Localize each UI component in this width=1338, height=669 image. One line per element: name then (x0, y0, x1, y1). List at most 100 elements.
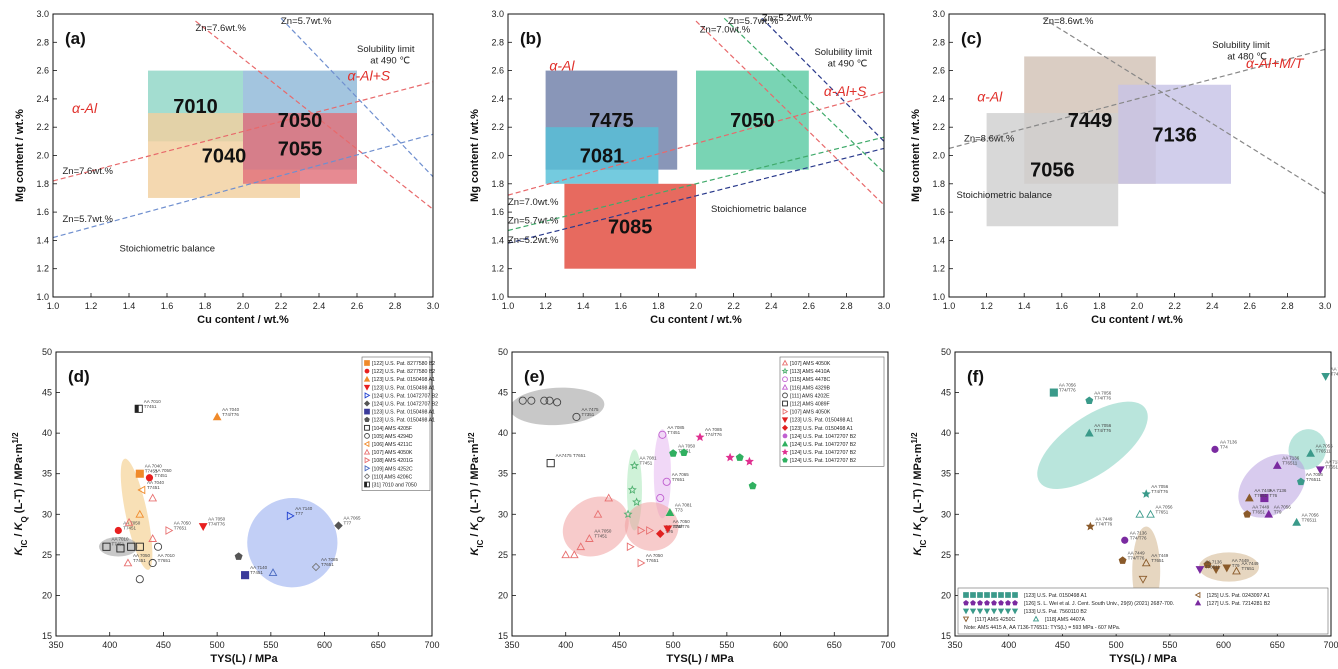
legend-symbol (970, 592, 976, 598)
legend-entry: [127] U.S. Pat. 7214281 B2 (1207, 601, 1270, 607)
x-tick-label: 2.2 (275, 301, 288, 311)
y-tick-label: 2.0 (932, 151, 945, 161)
plot-area (949, 17, 1325, 227)
data-point (135, 575, 144, 584)
y-tick-label: 40 (941, 428, 951, 438)
legend-box (361, 356, 431, 491)
zn-line-2 (53, 133, 433, 239)
y-label-part: IC (476, 539, 485, 547)
point-label: T7451 (133, 558, 146, 563)
point-label: T7451 (594, 534, 607, 539)
legend-symbol (1012, 600, 1018, 606)
data-point (632, 497, 642, 506)
data-point (1264, 509, 1274, 518)
legend-symbol (990, 608, 998, 615)
x-tick-label: 450 (1055, 640, 1070, 650)
phase-label: α-Al+M/T (1246, 55, 1305, 71)
y-tick-label: 1.2 (36, 264, 49, 274)
data-point-half (135, 405, 139, 413)
y-tick-label: 2.8 (932, 37, 945, 47)
point-label: AA 7081 (675, 503, 693, 508)
legend-symbol (364, 465, 371, 472)
point-label: AA 7056 (1331, 366, 1338, 371)
zn-line-label: Zn=7.0wt.% (508, 197, 559, 208)
data-point (1306, 448, 1315, 457)
y-label-part: Q (20, 516, 29, 522)
data-point (127, 542, 136, 551)
legend-symbol (998, 592, 1004, 598)
data-point (629, 460, 640, 470)
x-tick-label: 2.8 (389, 301, 402, 311)
data-point (725, 452, 735, 462)
data-point (545, 396, 554, 405)
point-label: AA 7050 (154, 468, 172, 473)
legend-symbol (984, 600, 990, 606)
point-label: T76511 (1302, 517, 1317, 522)
zn-line-label: Zn=5.7wt.% (281, 16, 332, 27)
y-tick-label: 2.2 (36, 122, 49, 132)
point-label: T74/T76 (673, 524, 690, 529)
point-label: AA 7449 (1095, 516, 1113, 521)
point-label: T74 (1220, 444, 1228, 449)
point-label: AA 7050 (208, 516, 226, 521)
legend-note: Note: AMS 4415 A, AA 7136-T76511: TYS(L)… (964, 625, 1120, 631)
data-point (748, 481, 757, 490)
y-tick-label: 20 (941, 590, 951, 600)
legend-symbol (363, 400, 371, 407)
y-axis-label: Mg content / wt.% (469, 109, 481, 202)
data-point (116, 544, 125, 553)
point-label: T77 (344, 521, 352, 526)
legend-entry: [122] U.S. Pat. 8277580 B2 (372, 361, 435, 367)
data-point (527, 396, 536, 405)
group-ellipse-2 (247, 498, 338, 588)
legend-entry: [133] U.S. Pat. 7560110 B2 (1024, 609, 1087, 615)
point-label: T7651 (158, 558, 171, 563)
data-point (1243, 510, 1252, 518)
x-tick-label: 450 (156, 640, 171, 650)
data-point (1085, 521, 1095, 531)
legend-symbol (781, 359, 789, 366)
point-label: AA 7056 (1306, 472, 1324, 477)
region-label-7055: 7055 (278, 138, 323, 160)
legend-symbol (962, 608, 970, 615)
y-label-part: (L-T) / MPa·m (912, 443, 924, 516)
y-tick-label: 1.6 (491, 207, 504, 217)
y-label-part: IC (20, 539, 29, 547)
y-label-part: / (13, 530, 25, 539)
annotation: at 490 ℃ (370, 56, 410, 67)
point-label: AA 7050 (174, 521, 192, 526)
point-label: AA 7050 (665, 524, 683, 529)
point-label: T74511 (1331, 371, 1338, 376)
legend-symbol (1012, 592, 1018, 598)
phase-label: α-Al (72, 100, 98, 116)
legend-symbol (782, 376, 788, 383)
data-point (1222, 564, 1232, 573)
legend-symbol (1005, 600, 1011, 606)
data-point (735, 453, 744, 461)
phase-label: α-Al+S (824, 83, 867, 99)
point-label: T74/T76 (1151, 489, 1168, 494)
point-label: AA 7475 (581, 407, 599, 412)
group-ellipse-0 (512, 387, 605, 426)
panel-label: (d) (68, 367, 90, 386)
y-tick-label: 30 (498, 509, 508, 519)
legend-entry: [110] AMS 4206C (372, 474, 413, 480)
data-point (626, 542, 635, 552)
legend-entry: [125] U.S. Pat. 0243097 A1 (1207, 593, 1270, 599)
point-label: T76 (665, 529, 673, 534)
data-point (241, 571, 250, 580)
phase-label: α-Al (549, 58, 575, 74)
x-tick-label: 1.6 (1056, 301, 1069, 311)
data-point (148, 534, 158, 542)
data-point (1138, 575, 1148, 584)
panel-e: 350 400 450 500 550 600 650 700 15 20 25 30 35 40 45 50… (467, 347, 896, 665)
data-point (1260, 494, 1269, 503)
panel-label: (e) (524, 367, 545, 386)
y-tick-label: 1.8 (491, 179, 504, 189)
data-point (311, 562, 321, 572)
region-rect-7085 (564, 183, 696, 269)
x-tick-label: 2.4 (313, 301, 326, 311)
data-point (268, 568, 278, 577)
point-label: T74/T76 (1094, 396, 1111, 401)
data-point (137, 485, 146, 495)
